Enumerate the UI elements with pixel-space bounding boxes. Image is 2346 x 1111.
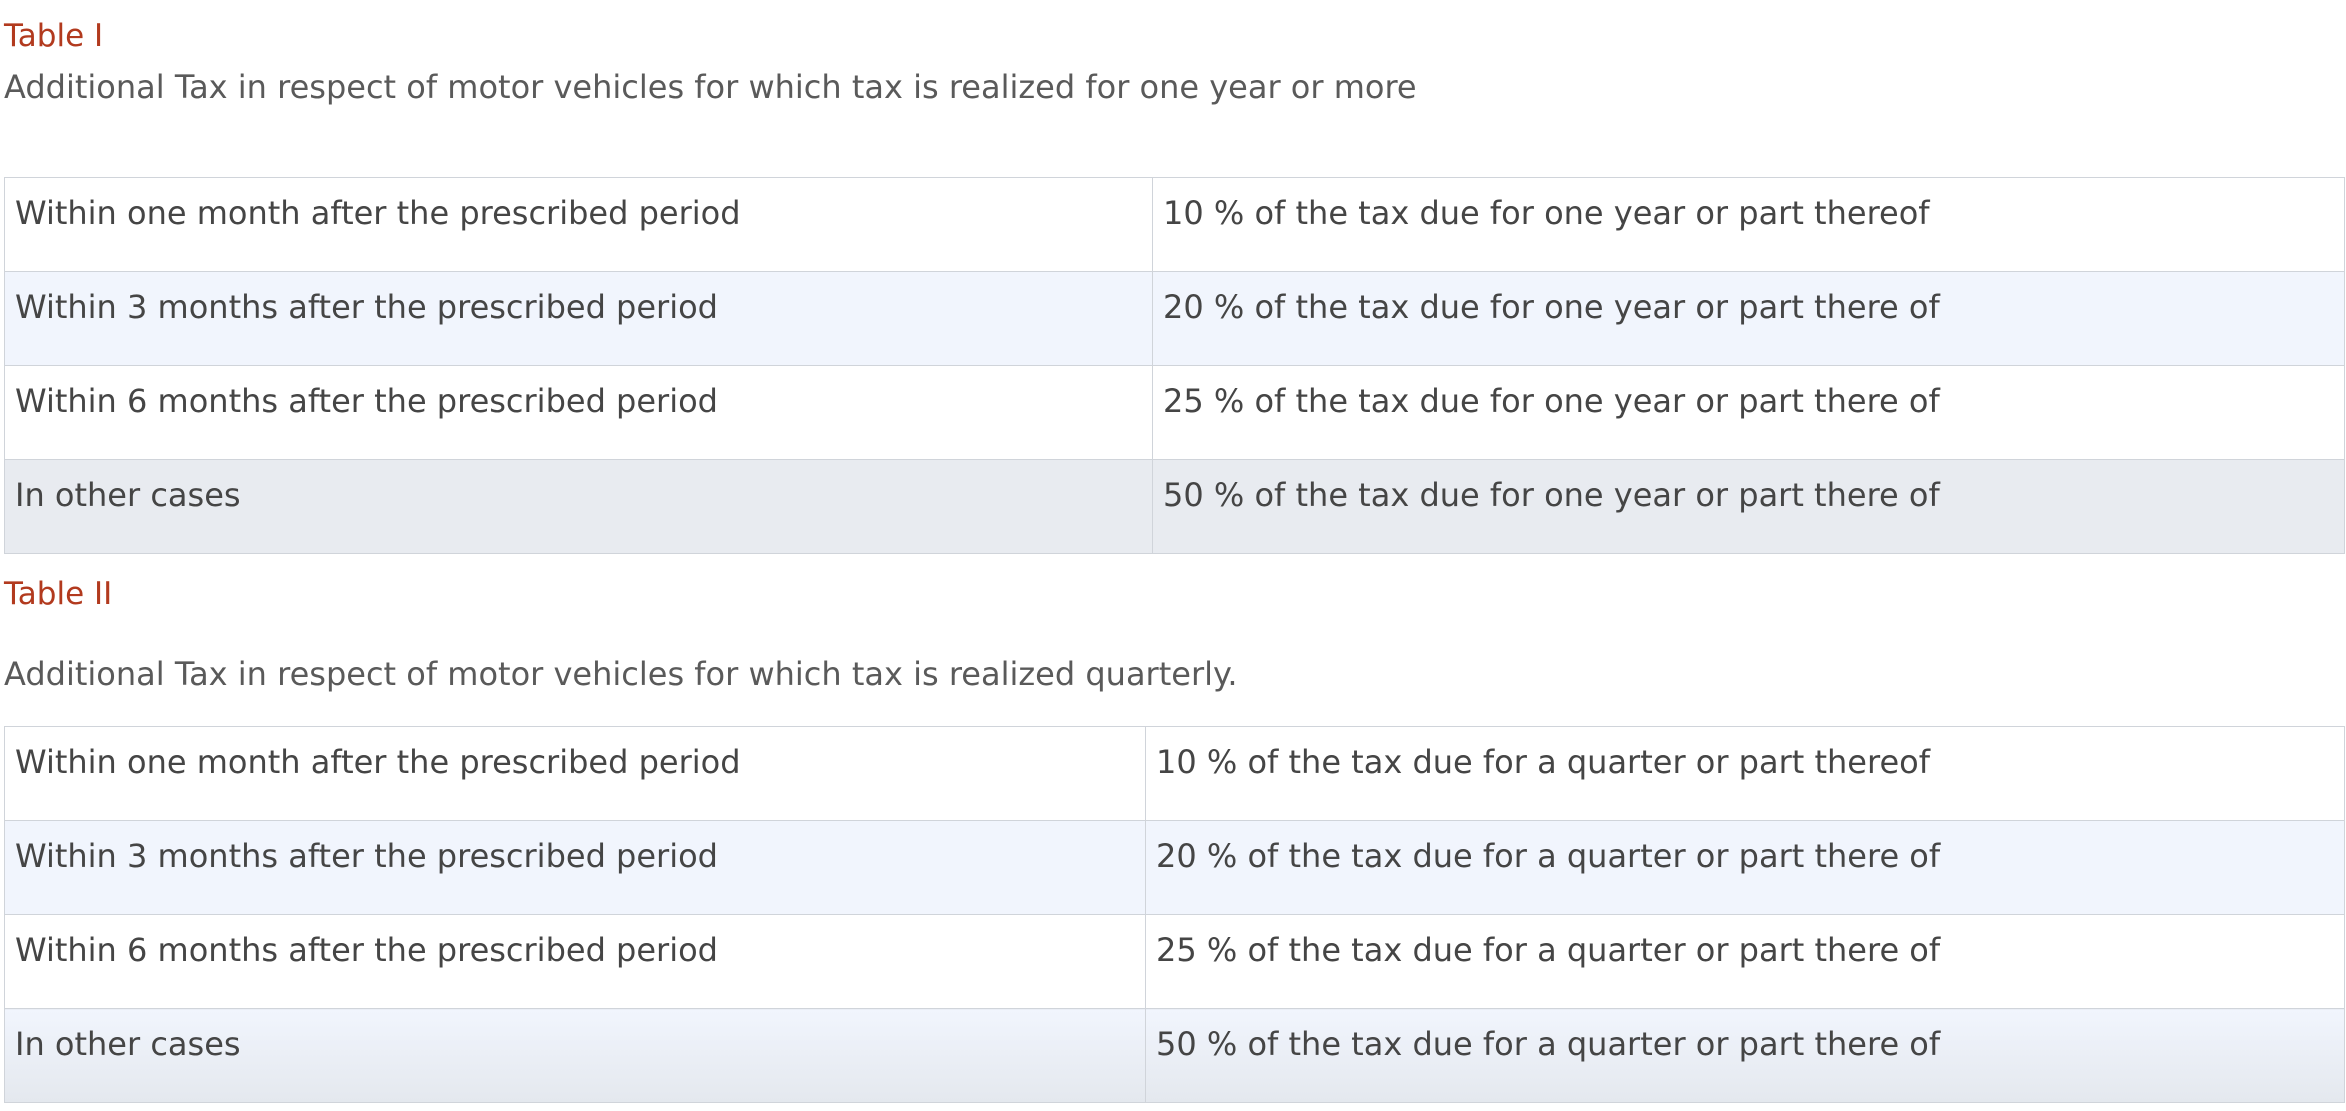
- period-cell: Within one month after the prescribed pe…: [4, 726, 1146, 821]
- tax-cell: 20 % of the tax due for one year or part…: [1152, 271, 2345, 366]
- tax-cell: 50 % of the tax due for one year or part…: [1152, 459, 2345, 554]
- tax-cell: 50 % of the tax due for a quarter or par…: [1145, 1008, 2345, 1103]
- period-cell: Within 6 months after the prescribed per…: [4, 365, 1153, 460]
- table-2-description: Additional Tax in respect of motor vehic…: [4, 655, 1238, 693]
- table-1: Within one month after the prescribed pe…: [4, 177, 2345, 554]
- tax-cell: 10 % of the tax due for one year or part…: [1152, 177, 2345, 272]
- period-cell: Within 3 months after the prescribed per…: [4, 820, 1146, 915]
- table-row: Within 3 months after the prescribed per…: [4, 820, 2345, 915]
- table-1-description: Additional Tax in respect of motor vehic…: [4, 68, 1417, 106]
- table-row: In other cases 50 % of the tax due for o…: [4, 459, 2345, 554]
- period-cell: In other cases: [4, 1008, 1146, 1103]
- table-row: Within 6 months after the prescribed per…: [4, 914, 2345, 1009]
- period-cell: Within 3 months after the prescribed per…: [4, 271, 1153, 366]
- table-1-title: Table I: [4, 18, 104, 54]
- period-cell: In other cases: [4, 459, 1153, 554]
- table-row: Within 3 months after the prescribed per…: [4, 271, 2345, 366]
- table-2-title: Table II: [4, 576, 113, 612]
- table-row: Within one month after the prescribed pe…: [4, 177, 2345, 272]
- tax-cell: 10 % of the tax due for a quarter or par…: [1145, 726, 2345, 821]
- period-cell: Within one month after the prescribed pe…: [4, 177, 1153, 272]
- table-row: Within one month after the prescribed pe…: [4, 726, 2345, 821]
- table-row: In other cases 50 % of the tax due for a…: [4, 1008, 2345, 1103]
- tax-cell: 25 % of the tax due for a quarter or par…: [1145, 914, 2345, 1009]
- tax-cell: 25 % of the tax due for one year or part…: [1152, 365, 2345, 460]
- table-2: Within one month after the prescribed pe…: [4, 726, 2345, 1103]
- period-cell: Within 6 months after the prescribed per…: [4, 914, 1146, 1009]
- tax-cell: 20 % of the tax due for a quarter or par…: [1145, 820, 2345, 915]
- table-row: Within 6 months after the prescribed per…: [4, 365, 2345, 460]
